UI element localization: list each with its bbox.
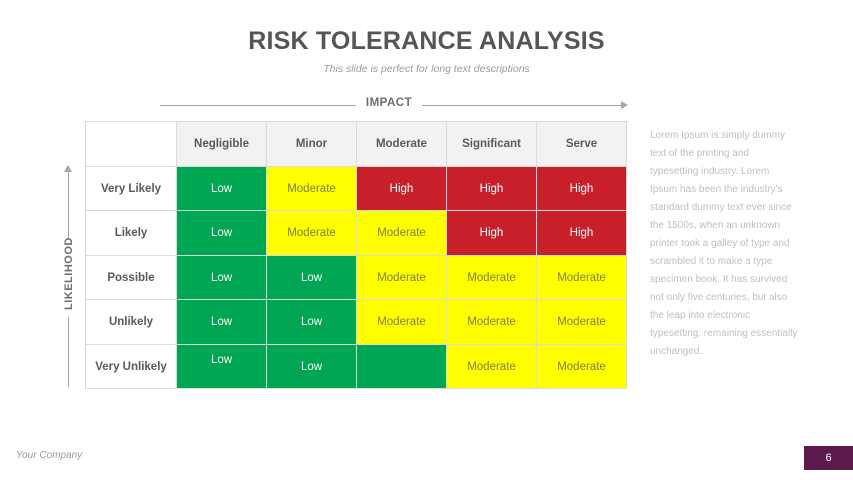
page-number-badge: 6: [804, 446, 853, 470]
likelihood-axis-line-top: [68, 171, 69, 239]
risk-cell: High: [537, 167, 627, 211]
column-header-serve: Serve: [537, 122, 627, 167]
risk-cell: Moderate: [357, 211, 447, 256]
row-header-likely: Likely: [86, 211, 177, 256]
risk-cell: High: [357, 167, 447, 211]
risk-matrix: Negligible Minor Moderate Significant Se…: [85, 121, 627, 389]
risk-cell: Low: [177, 256, 267, 300]
risk-cell: Moderate: [447, 345, 537, 389]
risk-cell: Moderate: [447, 300, 537, 345]
risk-cell: [357, 345, 447, 389]
risk-cell: High: [447, 167, 537, 211]
row-header-possible: Possible: [86, 256, 177, 300]
arrow-up-icon: [64, 165, 72, 172]
risk-cell: Low: [177, 167, 267, 211]
likelihood-axis-label: LIKELIHOOD: [63, 237, 75, 310]
impact-axis-line-left: [160, 105, 356, 106]
column-header-negligible: Negligible: [177, 122, 267, 167]
risk-cell: Low: [267, 300, 357, 345]
column-header-moderate: Moderate: [357, 122, 447, 167]
risk-cell: Moderate: [267, 211, 357, 256]
risk-cell: Moderate: [447, 256, 537, 300]
column-header-minor: Minor: [267, 122, 357, 167]
risk-cell: Moderate: [357, 300, 447, 345]
risk-cell: Low: [177, 300, 267, 345]
risk-cell: Low: [177, 345, 267, 389]
column-header-significant: Significant: [447, 122, 537, 167]
risk-cell: Moderate: [537, 256, 627, 300]
matrix-corner: [86, 122, 177, 167]
arrow-right-icon: [621, 101, 628, 109]
row-header-unlikely: Unlikely: [86, 300, 177, 345]
company-name: Your Company: [16, 450, 83, 461]
impact-axis: IMPACT: [160, 97, 628, 113]
likelihood-axis: LIKELIHOOD: [60, 165, 78, 387]
risk-cell: Moderate: [537, 300, 627, 345]
risk-cell: Low: [177, 211, 267, 256]
risk-cell: Low: [267, 256, 357, 300]
risk-cell: Moderate: [537, 345, 627, 389]
risk-cell: High: [447, 211, 537, 256]
slide-subtitle: This slide is perfect for long text desc…: [323, 63, 530, 75]
risk-cell: Moderate: [267, 167, 357, 211]
impact-axis-line-right: [422, 105, 622, 106]
row-header-very-likely: Very Likely: [86, 167, 177, 211]
slide-title: RISK TOLERANCE ANALYSIS: [248, 27, 605, 55]
impact-axis-label: IMPACT: [365, 97, 413, 109]
likelihood-axis-line-bottom: [68, 317, 69, 387]
description-text: Lorem Ipsum is simply dummy text of the …: [650, 130, 798, 357]
row-header-very-unlikely: Very Unlikely: [86, 345, 177, 389]
risk-cell: High: [537, 211, 627, 256]
risk-cell: Low: [267, 345, 357, 389]
risk-cell: Moderate: [357, 256, 447, 300]
